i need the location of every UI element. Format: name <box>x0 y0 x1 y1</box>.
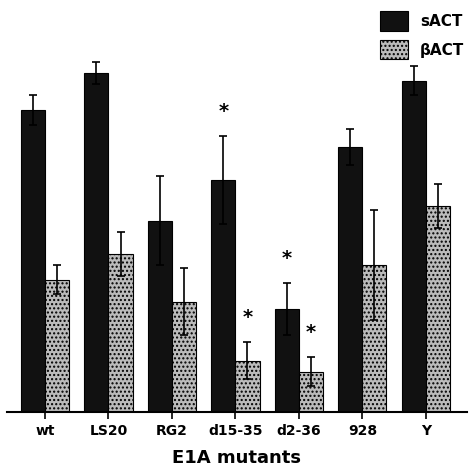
Bar <box>211 180 236 412</box>
Text: *: * <box>242 309 253 328</box>
X-axis label: E1A mutants: E1A mutants <box>173 449 301 467</box>
Bar <box>21 110 45 412</box>
Text: *: * <box>306 323 316 342</box>
Bar <box>401 81 426 412</box>
Bar <box>45 280 69 412</box>
Bar <box>426 206 450 412</box>
Bar <box>109 254 133 412</box>
Bar <box>338 147 362 412</box>
Bar <box>275 309 299 412</box>
Bar <box>84 73 109 412</box>
Legend: sACT, βACT: sACT, βACT <box>375 7 469 64</box>
Bar <box>236 361 260 412</box>
Text: *: * <box>219 102 228 121</box>
Text: *: * <box>282 249 292 268</box>
Bar <box>148 220 172 412</box>
Bar <box>362 265 386 412</box>
Bar <box>172 301 196 412</box>
Bar <box>299 372 323 412</box>
